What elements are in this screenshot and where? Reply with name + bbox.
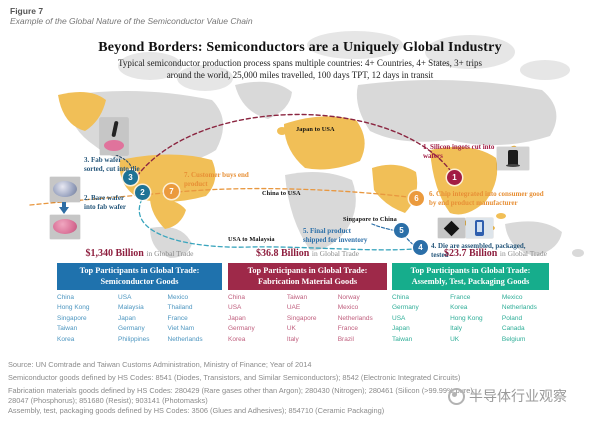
trade-amount-value: $1,340 Billion [85, 248, 144, 259]
participant-column: China Germany USA Japan Taiwan [392, 294, 419, 343]
watermark: 半导体行业观察 [448, 386, 567, 406]
trade-amount: $23.7 Billion in Global Trade [392, 248, 549, 259]
table-header-assembly: Top Participants in Global Trade: Assemb… [392, 263, 549, 290]
trade-amount-suffix: in Global Trade [499, 249, 547, 258]
route-label-japan-usa: Japan to USA [296, 126, 335, 133]
step-label-4: 4. Die are assembled, packaged, tested [431, 242, 526, 259]
route-label-usa-malaysia: USA to Malaysia [228, 236, 275, 243]
participant-column: Mexico Netherlands Poland Canada Belgium [501, 294, 537, 343]
infographic-subtitle: Typical semiconductor production process… [117, 58, 483, 80]
footnote-source: Source: UN Comtrade and Taiwan Customs A… [8, 360, 312, 369]
route-label-singapore-china: Singapore to China [343, 216, 397, 223]
participants-table: China Germany USA Japan Taiwan France Ko… [392, 293, 549, 345]
figure-label: Figure 7 [10, 6, 44, 16]
table-header-line1: Top Participants in Global Trade: [79, 266, 200, 275]
step-label-3: 3. Fab wafer sorted, cut into die [84, 156, 140, 173]
table-header-line2: Fabrication Material Goods [257, 276, 358, 286]
bare-wafer-image [50, 177, 80, 202]
table-header-semiconductor: Top Participants in Global Trade: Semico… [57, 263, 222, 290]
watermark-logo-icon [448, 387, 465, 405]
trade-amount-suffix: in Global Trade [146, 249, 194, 258]
table-header-fabrication: Top Participants in Global Trade: Fabric… [228, 263, 387, 290]
step-label-7: 7. Customer buys end product [184, 171, 249, 188]
step-circle-1: 1 [447, 170, 462, 185]
step-circle-2: 2 [135, 185, 150, 200]
participant-column: Taiwan UAE Singapore UK Italy [286, 294, 317, 343]
table-header-line1: Top Participants in Global Trade: [410, 266, 531, 275]
participant-column: Norway Mexico Netherlands France Brazil [337, 294, 373, 343]
footnote-semiconductor-codes: Semiconductor goods defined by HS Codes:… [8, 373, 461, 382]
trade-amount: $1,340 Billion in Global Trade [57, 248, 222, 259]
trade-section-fabrication: $36.8 Billion in Global Trade Top Partic… [228, 248, 387, 345]
participant-column: China Hong Kong Singapore Taiwan Korea [57, 294, 90, 343]
footnote-fabrication-codes: Fabrication materials goods defined by H… [8, 386, 475, 405]
table-header-line1: Top Participants in Global Trade: [247, 266, 368, 275]
fab-wafer-image [50, 215, 80, 239]
participants-table: China USA Japan Germany Korea Taiwan UAE… [228, 293, 387, 345]
step-label-1: 1. Silicon ingots cut into wafers [423, 143, 495, 160]
trade-section-semiconductor: $1,340 Billion in Global Trade Top Parti… [57, 248, 222, 345]
participant-column: Mexico Thailand France Viet Nam Netherla… [167, 294, 203, 343]
infographic-title: Beyond Borders: Semiconductors are a Uni… [98, 40, 502, 55]
trade-amount: $36.8 Billion in Global Trade [228, 248, 387, 259]
step-circle-3: 3 [123, 170, 138, 185]
step-label-6: 6. Chip integrated into consumer good by… [429, 190, 544, 207]
step-circle-6: 6 [409, 191, 424, 206]
phone-image [466, 218, 493, 238]
step-circle-5: 5 [394, 223, 409, 238]
participants-table: China Hong Kong Singapore Taiwan Korea U… [57, 293, 222, 345]
table-header-line2: Assembly, Test, Packaging Goods [411, 276, 530, 286]
table-header-line2: Semiconductor Goods [100, 276, 179, 286]
participant-column: USA Malaysia Japan Germany Philippines [118, 294, 150, 343]
trade-amount-value: $23.7 Billion [444, 248, 498, 259]
route-label-china-usa: China to USA [262, 190, 301, 197]
step-label-5: 5. Final product shipped for inventory [303, 227, 368, 244]
footnote-assembly-codes: Assembly, test, packaging goods defined … [8, 406, 385, 415]
wafer-cutting-image [100, 118, 128, 155]
step-circle-7: 7 [164, 184, 179, 199]
trade-amount-suffix: in Global Trade [311, 249, 359, 258]
participant-column: France Korea Hong Kong Italy UK [450, 294, 483, 343]
participant-column: China USA Japan Germany Korea [228, 294, 255, 343]
watermark-text: 半导体行业观察 [469, 388, 567, 404]
trade-amount-value: $36.8 Billion [256, 248, 310, 259]
figure-caption: Example of the Global Nature of the Semi… [10, 16, 253, 26]
silicon-ingot-image [497, 147, 529, 170]
step-circle-4: 4 [413, 240, 428, 255]
packaged-chip-image [438, 218, 465, 238]
trade-section-assembly: $23.7 Billion in Global Trade Top Partic… [392, 248, 549, 345]
step-label-2: 2. Bare wafer into fab wafer [84, 194, 126, 211]
down-arrow-icon [59, 202, 69, 214]
